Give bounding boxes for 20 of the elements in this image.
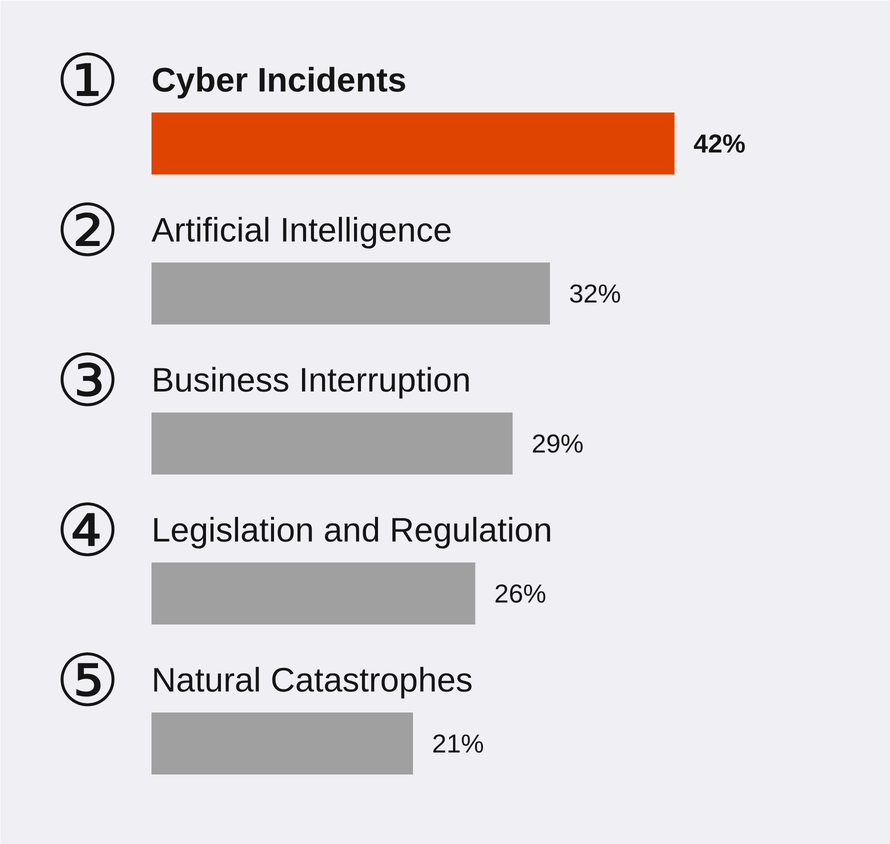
text: ② (55, 188, 120, 272)
text: ④ (55, 488, 120, 572)
bar (152, 112, 674, 174)
text: ① (55, 38, 120, 122)
bar (152, 712, 413, 774)
text: ⑤ (55, 638, 120, 722)
bar (152, 262, 550, 324)
data-label: 26% (494, 578, 546, 608)
y-tick-label: Legislation and Regulation (152, 512, 552, 550)
data-label: 42% (694, 128, 746, 158)
y-tick-label: Natural Catastrophes (152, 662, 473, 700)
data-label: 32% (568, 278, 622, 308)
y-tick-label: Business Interruption (152, 362, 471, 400)
text: ③ (55, 338, 120, 422)
bar (152, 412, 513, 474)
data-label: 29% (532, 428, 584, 458)
y-tick-label: Artificial Intelligence (152, 212, 452, 250)
y-tick-label: Cyber Incidents (152, 62, 407, 100)
data-label: 21% (432, 728, 484, 758)
bar (152, 562, 476, 624)
